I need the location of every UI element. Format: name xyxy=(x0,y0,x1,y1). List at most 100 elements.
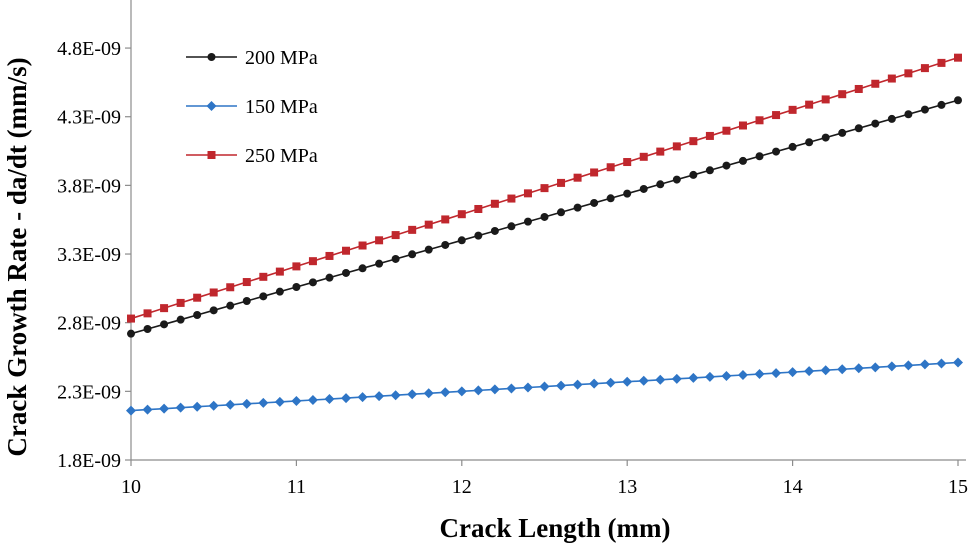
data-point xyxy=(737,370,748,381)
legend-label: 200 MPa xyxy=(245,47,318,69)
data-point xyxy=(342,268,351,277)
data-point xyxy=(274,396,285,407)
data-point xyxy=(539,381,550,392)
data-point xyxy=(523,217,532,226)
data-point xyxy=(258,397,269,408)
data-point xyxy=(606,163,615,172)
data-point xyxy=(557,208,566,217)
data-point xyxy=(208,400,219,411)
data-point xyxy=(871,119,880,128)
data-point xyxy=(838,90,847,99)
data-point xyxy=(904,69,913,78)
data-point xyxy=(143,325,152,334)
data-point xyxy=(490,199,499,208)
data-point xyxy=(622,376,633,387)
data-point xyxy=(805,138,814,147)
data-point xyxy=(259,292,268,301)
data-point xyxy=(441,240,450,249)
y-tick-label: 3.8E-09 xyxy=(57,175,121,197)
data-point xyxy=(704,371,715,382)
data-point xyxy=(590,198,599,207)
data-point xyxy=(226,283,235,292)
data-point xyxy=(787,367,798,378)
legend-item: 250 MPa xyxy=(186,145,318,167)
data-point xyxy=(655,374,666,385)
data-point xyxy=(142,404,153,415)
data-point xyxy=(242,278,251,287)
legend-item: 200 MPa xyxy=(186,47,318,69)
data-point xyxy=(589,378,600,389)
data-point xyxy=(722,126,731,135)
data-point xyxy=(805,100,814,109)
data-point xyxy=(920,64,929,73)
data-point xyxy=(886,361,897,372)
data-point xyxy=(127,314,135,323)
data-point xyxy=(821,95,830,104)
data-point xyxy=(225,399,236,410)
data-point xyxy=(623,158,632,167)
legend-marker xyxy=(206,101,217,111)
y-tick-label: 4.8E-09 xyxy=(57,38,121,60)
y-axis-title: Crack Growth Rate - da/dt (mm/s) xyxy=(2,57,32,456)
data-point xyxy=(143,309,152,318)
data-point xyxy=(672,175,681,184)
data-point xyxy=(375,236,384,245)
data-point xyxy=(639,152,648,161)
data-point xyxy=(573,173,582,182)
data-point xyxy=(853,363,864,374)
data-point xyxy=(556,380,567,391)
legend-marker xyxy=(207,53,216,61)
data-point xyxy=(489,384,500,395)
data-point xyxy=(772,147,781,156)
data-point xyxy=(656,147,665,156)
data-point xyxy=(242,296,251,305)
data-point xyxy=(341,393,352,404)
y-tick-label: 2.3E-09 xyxy=(57,381,121,403)
data-point xyxy=(689,170,698,179)
legend-label: 250 MPa xyxy=(245,145,318,167)
data-point xyxy=(523,189,532,198)
data-point xyxy=(870,362,881,373)
data-point xyxy=(606,194,615,203)
data-point xyxy=(788,105,797,114)
data-point xyxy=(738,156,747,165)
data-point xyxy=(160,304,169,313)
data-point xyxy=(292,282,301,291)
data-point xyxy=(408,250,417,259)
data-point xyxy=(605,377,616,388)
data-point xyxy=(374,391,385,402)
data-point xyxy=(325,273,334,282)
data-point xyxy=(358,241,367,250)
data-point xyxy=(804,366,815,377)
data-point xyxy=(754,369,765,380)
legend-item: 150 MPa xyxy=(186,96,318,118)
data-point xyxy=(193,293,202,302)
data-point xyxy=(275,287,284,296)
data-point xyxy=(176,315,185,324)
data-point xyxy=(291,395,302,406)
data-point xyxy=(324,394,335,405)
data-point xyxy=(639,184,648,193)
series-layer xyxy=(126,53,963,416)
data-point xyxy=(920,105,929,114)
data-point xyxy=(755,116,764,125)
data-point xyxy=(307,394,318,405)
data-point xyxy=(919,359,930,370)
data-point xyxy=(954,96,962,105)
y-tick-label: 3.3E-09 xyxy=(57,244,121,266)
data-point xyxy=(308,257,317,266)
data-point xyxy=(357,392,368,403)
data-point xyxy=(838,128,847,137)
y-tick-label: 2.8E-09 xyxy=(57,313,121,335)
data-point xyxy=(241,398,252,409)
data-point xyxy=(457,210,466,219)
data-point xyxy=(671,373,682,384)
data-point xyxy=(358,264,367,273)
data-point xyxy=(705,131,714,140)
data-point xyxy=(903,360,914,371)
data-point xyxy=(259,272,268,281)
data-point xyxy=(522,382,533,393)
data-point xyxy=(226,301,235,310)
data-point xyxy=(557,178,566,187)
data-point xyxy=(209,288,218,297)
